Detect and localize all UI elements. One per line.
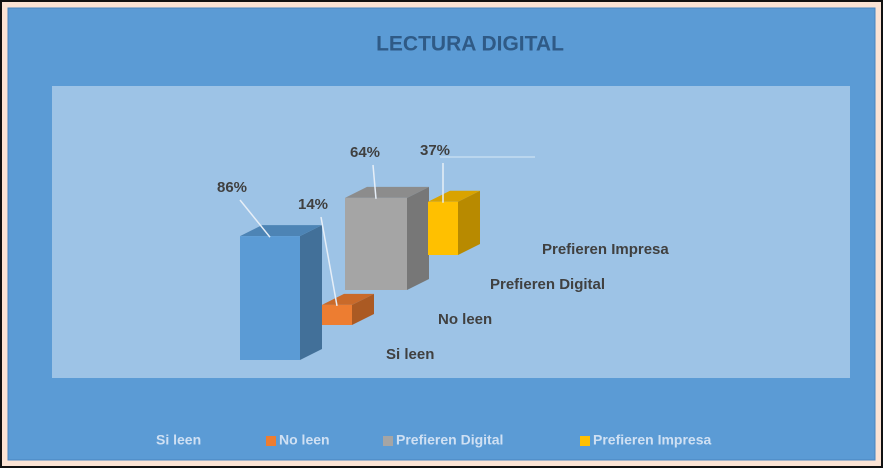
depth-label: Si leen <box>386 346 434 363</box>
leader-line <box>239 199 271 238</box>
bar-top <box>345 186 429 198</box>
data-label: 86% <box>217 179 247 196</box>
legend-swatch <box>143 436 153 446</box>
bar-side <box>300 225 322 360</box>
legend-label: Prefieren Impresa <box>593 432 711 448</box>
legend-swatch <box>266 436 276 446</box>
leader-line <box>320 216 338 306</box>
depth-label: No leen <box>438 311 492 328</box>
bar-top <box>240 225 322 237</box>
bar-side <box>352 293 374 325</box>
legend-label: Prefieren Digital <box>396 432 503 448</box>
legend-swatch <box>580 436 590 446</box>
depth-label: Prefieren Digital <box>490 276 605 293</box>
legend-label: Si leen <box>156 432 201 448</box>
data-label: 64% <box>350 144 380 161</box>
bar <box>240 225 322 360</box>
bar-top <box>428 190 480 202</box>
data-label: 14% <box>298 196 328 213</box>
bar <box>428 190 480 255</box>
bar <box>345 186 429 290</box>
bar-front <box>322 304 352 325</box>
data-label: 37% <box>420 142 450 159</box>
legend-label: No leen <box>279 432 330 448</box>
legend-swatch <box>383 436 393 446</box>
bar-front <box>345 197 407 290</box>
chart-title: LECTURA DIGITAL <box>376 33 564 56</box>
bar <box>322 293 374 325</box>
bar-side <box>458 190 480 255</box>
leader-line <box>372 164 377 199</box>
bar-top <box>322 293 374 305</box>
bar-front <box>240 236 300 360</box>
bar-front <box>428 201 458 255</box>
bar-side <box>407 186 429 290</box>
depth-label: Prefieren Impresa <box>542 241 669 258</box>
